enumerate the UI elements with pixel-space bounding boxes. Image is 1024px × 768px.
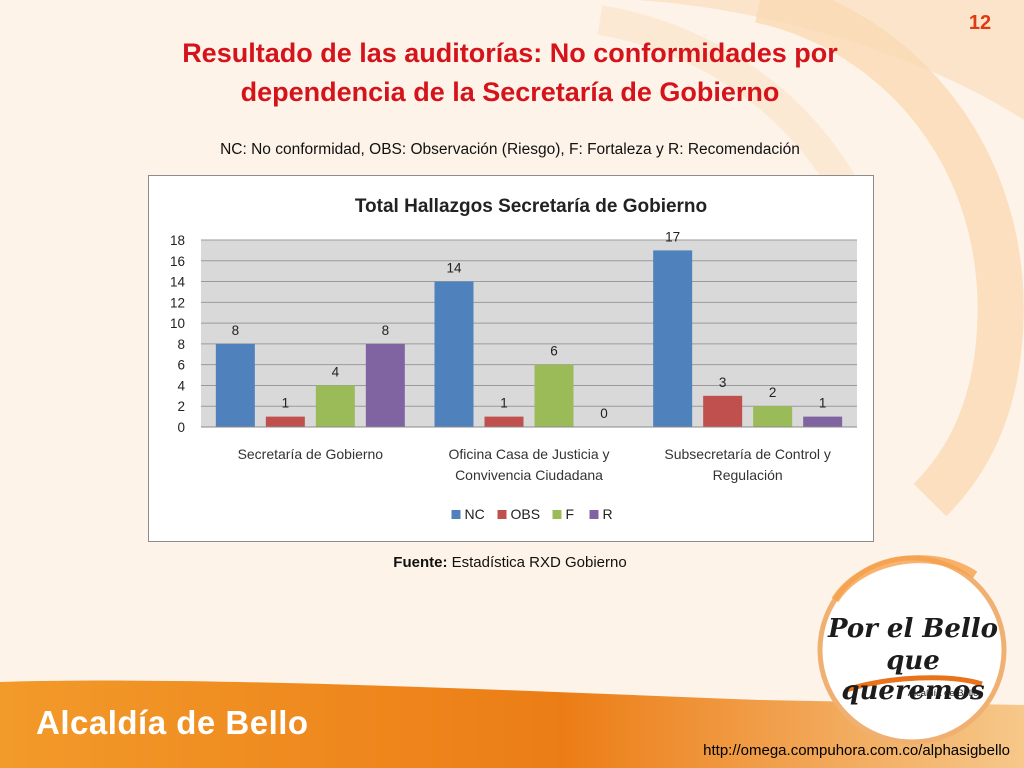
- footer-url[interactable]: http://omega.compuhora.com.co/alphasigbe…: [703, 742, 1010, 759]
- data-label: 1: [819, 396, 827, 411]
- legend-swatch-f: [552, 510, 562, 519]
- data-label: 6: [550, 344, 558, 359]
- bar-r: [365, 343, 405, 427]
- bar-chart: Total Hallazgos Secretaría de Gobierno 0 2…: [170, 196, 857, 522]
- data-label: 4: [332, 364, 340, 379]
- data-label: 1: [282, 396, 290, 411]
- x-category-label: Secretaría de Gobierno: [238, 446, 384, 462]
- bar-nc: [653, 250, 693, 427]
- legend-label-r: R: [603, 506, 613, 522]
- source-note: Fuente: Estadística RXD Gobierno: [250, 554, 770, 571]
- y-tick-label: 18: [170, 233, 185, 248]
- legend-explanation: NC: No conformidad, OBS: Observación (Ri…: [220, 141, 800, 158]
- legend-swatch-r: [589, 510, 599, 519]
- logo-line-1: Por el Bello: [827, 614, 999, 644]
- legend-label-f: F: [566, 506, 575, 522]
- chart-container: Total Hallazgos Secretaría de Gobierno 0 2…: [148, 175, 874, 542]
- x-category-label: Convivencia Ciudadana: [455, 467, 603, 483]
- footer-band: [0, 680, 1024, 768]
- y-tick-label: 0: [177, 420, 185, 435]
- x-category-label: Subsecretaría de Control y: [664, 446, 831, 462]
- bar-obs: [703, 395, 743, 427]
- slide-title-line-1: Resultado de las auditorías: No conformi…: [182, 38, 838, 68]
- logo-line-2: que queremos: [841, 646, 985, 706]
- y-tick-label: 4: [177, 378, 185, 393]
- y-tick-label: 2: [177, 399, 185, 414]
- bar-f: [534, 364, 574, 427]
- bar-f: [753, 406, 793, 427]
- y-tick-label: 12: [170, 295, 185, 310]
- y-tick-label: 6: [177, 358, 185, 373]
- bar-nc: [215, 343, 255, 427]
- plot-area: [201, 240, 857, 427]
- bar-obs: [484, 416, 524, 427]
- logo: Por el Bello que queremos Alcaldía de Be…: [818, 560, 1008, 750]
- slide-title-line-2: dependencia de la Secretaría de Gobierno: [240, 77, 780, 107]
- y-tick-label: 14: [170, 275, 186, 290]
- data-label: 3: [719, 375, 727, 390]
- y-tick-label: 8: [177, 337, 185, 352]
- y-tick-label: 16: [170, 254, 185, 269]
- x-category-label: Oficina Casa de Justicia y: [448, 446, 609, 462]
- page-number: 12: [968, 12, 992, 34]
- decorative-arc: [560, 0, 1024, 120]
- logo-caption: Alcaldía de Bello: [907, 688, 979, 699]
- source-text: Estadística RXD Gobierno: [451, 554, 627, 571]
- legend-label-nc: NC: [465, 506, 485, 522]
- footer-brand: Alcaldía de Bello: [36, 704, 309, 741]
- data-label: 17: [665, 229, 680, 244]
- legend-swatch-obs: [497, 510, 507, 519]
- bar-f: [315, 385, 355, 427]
- data-label: 8: [382, 323, 390, 338]
- data-label: 14: [446, 261, 462, 276]
- chart-title: Total Hallazgos Secretaría de Gobierno: [355, 196, 707, 217]
- bar-obs: [265, 416, 305, 427]
- bar-r: [803, 416, 843, 427]
- data-label: 0: [600, 406, 608, 421]
- data-label: 2: [769, 385, 777, 400]
- slide-title: Resultado de las auditorías: No conformi…: [110, 34, 910, 112]
- logo-swoosh: [845, 675, 983, 693]
- legend-label-obs: OBS: [511, 506, 541, 522]
- logo-ring-accent: [831, 555, 978, 603]
- legend-swatch-nc: [451, 510, 461, 519]
- data-label: 8: [232, 323, 240, 338]
- bar-nc: [434, 281, 474, 427]
- y-tick-label: 10: [170, 316, 185, 331]
- source-label: Fuente:: [393, 554, 448, 571]
- decorative-arc-2: [754, 0, 1024, 517]
- x-category-label: Regulación: [713, 467, 783, 483]
- data-label: 1: [500, 396, 508, 411]
